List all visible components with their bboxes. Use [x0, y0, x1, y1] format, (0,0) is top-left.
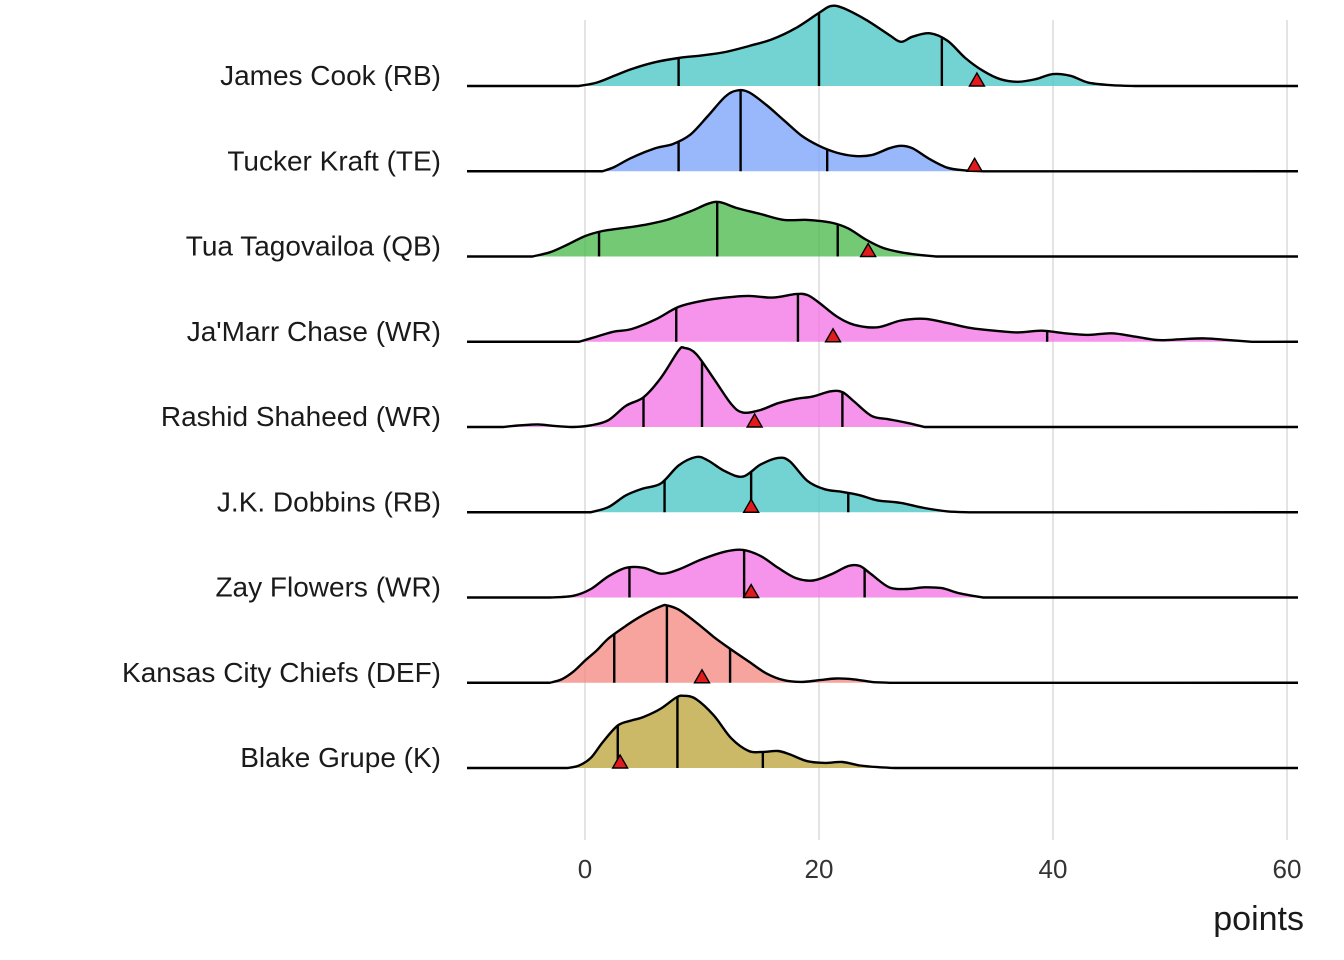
- ridge-outline-7: [467, 548, 1298, 599]
- score-marker-2: [965, 156, 984, 172]
- ridge-fill-7: [549, 549, 983, 598]
- x-tick-labels: 0 20 40 60: [578, 854, 1302, 884]
- ridges: [467, 4, 1299, 770]
- ridge-5: [467, 345, 1298, 429]
- ridge-outline-8: [467, 603, 1299, 684]
- score-marker-7: [742, 583, 760, 599]
- ridge-outline-9: [467, 694, 1298, 770]
- ridge-outline-2: [467, 88, 1299, 173]
- x-tick-label-0: 0: [578, 854, 592, 884]
- score-marker-1: [968, 71, 986, 87]
- score-marker-6: [742, 497, 760, 513]
- ridge-6: [467, 455, 1299, 514]
- y-tick-label-7: Zay Flowers (WR): [215, 572, 441, 603]
- x-axis-label: points: [1213, 900, 1304, 938]
- ridge-fill-8: [549, 604, 890, 683]
- ridge-4: [467, 292, 1299, 343]
- y-tick-labels: James Cook (RB) Tucker Kraft (TE) Tua Tago…: [122, 60, 441, 773]
- ridge-8: [467, 603, 1299, 684]
- score-marker-4: [824, 327, 842, 343]
- ridge-fill-2: [602, 90, 983, 172]
- ridge-outline-6: [467, 455, 1299, 514]
- ridge-fill-1: [579, 5, 1135, 87]
- ridge-outline-5: [467, 345, 1298, 429]
- score-marker-9: [611, 753, 629, 769]
- score-marker-3: [859, 242, 877, 258]
- y-tick-label-8: Kansas City Chiefs (DEF): [122, 657, 441, 688]
- y-tick-label-2: Tucker Kraft (TE): [227, 145, 441, 176]
- ridge-fill-5: [503, 347, 925, 428]
- ridge-fill-3: [532, 201, 936, 257]
- y-tick-label-5: Rashid Shaheed (WR): [161, 401, 441, 432]
- score-marker-5: [745, 412, 764, 428]
- ridge-outline-1: [467, 4, 1298, 88]
- ridge-outline-4: [467, 292, 1299, 343]
- ridge-3: [467, 200, 1298, 258]
- y-tick-label-4: Ja'Marr Chase (WR): [187, 316, 441, 347]
- ridge-2: [467, 88, 1299, 173]
- score-marker-8: [693, 668, 711, 684]
- ridge-outline-3: [467, 200, 1298, 258]
- x-tick-label-20: 20: [805, 854, 834, 884]
- ridge-7: [467, 548, 1298, 599]
- y-tick-label-3: Tua Tagovailoa (QB): [186, 231, 441, 262]
- x-tick-label-40: 40: [1039, 854, 1068, 884]
- ridge-fill-4: [579, 293, 1252, 342]
- ridge-fill-9: [567, 695, 895, 768]
- x-tick-label-60: 60: [1273, 854, 1302, 884]
- y-tick-label-6: J.K. Dobbins (RB): [217, 486, 441, 517]
- ridge-1: [467, 4, 1298, 88]
- y-tick-label-1: James Cook (RB): [220, 60, 441, 91]
- ridge-fill-6: [590, 456, 972, 513]
- y-tick-label-9: Blake Grupe (K): [240, 742, 441, 773]
- ridge-9: [467, 694, 1298, 770]
